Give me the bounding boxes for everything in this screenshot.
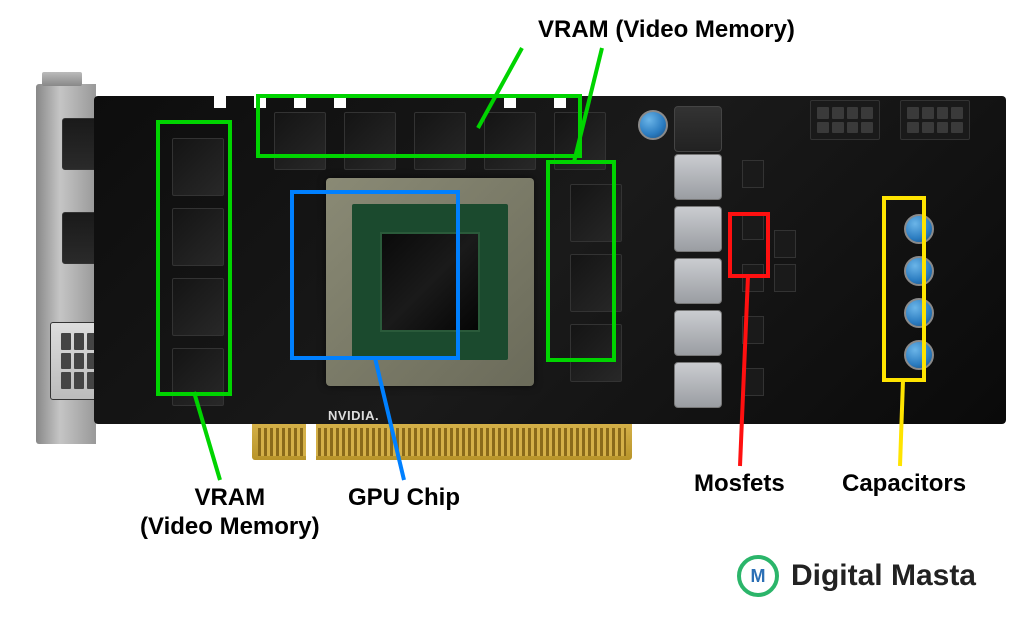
power-connector-8pin: [810, 100, 880, 140]
mosfet: [742, 316, 764, 344]
annotation-box-mosfets: [728, 212, 770, 278]
mosfet-highlighted: [774, 230, 796, 258]
annotation-box-vram-left: [156, 120, 232, 396]
brand: M Digital Masta: [737, 555, 976, 597]
label-gpu: GPU Chip: [348, 484, 460, 512]
label-mosfets: Mosfets: [694, 470, 785, 498]
annotation-box-vram-top: [256, 94, 582, 158]
inductor: [674, 154, 722, 200]
mosfet: [742, 368, 764, 396]
pcie-connector: [252, 424, 632, 460]
inductor: [674, 106, 722, 152]
annotation-box-gpu: [290, 190, 460, 360]
brand-icon: M: [737, 555, 779, 597]
brand-text: Digital Masta: [791, 559, 976, 593]
label-vram-top: VRAM (Video Memory): [538, 16, 795, 44]
inductor: [674, 258, 722, 304]
mosfet-highlighted: [774, 264, 796, 292]
power-connector-8pin: [900, 100, 970, 140]
label-vram-bottom: VRAM (Video Memory): [140, 484, 320, 542]
inductor: [674, 362, 722, 408]
annotation-box-vram-right: [546, 160, 616, 362]
capacitor: [638, 110, 668, 140]
inductor: [674, 206, 722, 252]
annotation-box-capacitors: [882, 196, 926, 382]
nvidia-logo: NVIDIA.: [328, 408, 379, 423]
mosfet: [742, 160, 764, 188]
inductor: [674, 310, 722, 356]
label-capacitors: Capacitors: [842, 470, 966, 498]
io-bracket: [36, 84, 96, 444]
